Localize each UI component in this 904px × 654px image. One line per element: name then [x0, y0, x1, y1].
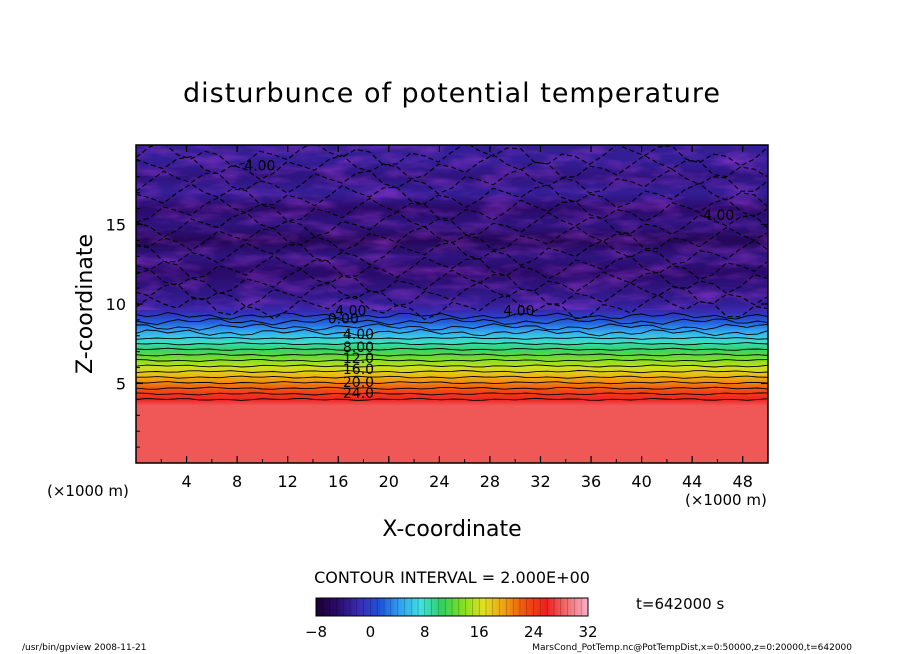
contour-line-negative — [136, 168, 768, 195]
x-axis: 4 8 12 16 20 24 28 32 36 40 44 48 — [160, 145, 753, 491]
y-tick-label: 5 — [116, 375, 126, 394]
contour-label: 24.0 — [343, 386, 374, 402]
x-axis-label: X-coordinate — [382, 517, 521, 542]
contour-line — [136, 328, 768, 337]
x-tick-label: 40 — [631, 472, 651, 491]
y-axis-label: Z-coordinate — [73, 234, 98, 374]
contour-line-negative — [136, 154, 768, 181]
y-tick-label: 15 — [106, 216, 126, 235]
x-unit-label-right: (×1000 m) — [685, 491, 767, 509]
contour-label: 4.00 — [244, 159, 275, 175]
contour-label: 20.0 — [343, 375, 374, 391]
colorbar-ticks: −8 0 8 16 24 32 — [305, 623, 598, 641]
contour-line — [136, 317, 768, 326]
colorbar-tick-label: 24 — [524, 623, 543, 641]
x-tick-label: 44 — [682, 472, 702, 491]
x-tick-label: 28 — [480, 472, 500, 491]
x-tick-label: 24 — [429, 472, 449, 491]
contour-line — [136, 364, 768, 368]
x-tick-label: 32 — [530, 472, 550, 491]
x-tick-label: 20 — [379, 472, 399, 491]
chart-title: disturbunce of potential temperature — [183, 78, 721, 109]
footer-right: MarsCond_PotTemp.nc@PotTempDist,x=0:5000… — [532, 643, 852, 653]
contour-lines — [136, 145, 768, 401]
contour-line — [136, 336, 768, 340]
x-tick-label: 4 — [181, 472, 191, 491]
x-tick-label: 16 — [328, 472, 348, 491]
contour-line — [136, 370, 768, 374]
time-label: t=642000 s — [636, 595, 724, 613]
contour-line-negative — [136, 294, 768, 321]
x-tick-label: 12 — [278, 472, 298, 491]
colorbar-tick-label: 0 — [366, 623, 376, 641]
contour-line-negative — [136, 268, 768, 295]
x-tick-label: 48 — [733, 472, 753, 491]
contour-label: 0.00 — [328, 311, 359, 327]
contour-line — [136, 392, 768, 396]
contour-label: 4.00 — [703, 208, 734, 224]
contour-line — [136, 397, 768, 401]
contour-line-negative — [136, 239, 768, 266]
contour-line-negative — [136, 255, 768, 281]
plot-area — [136, 145, 768, 463]
contour-line — [136, 347, 768, 351]
contour-label: 4.00 — [335, 303, 366, 319]
contour-line — [136, 381, 768, 385]
contour-line-negative — [136, 281, 768, 308]
colorbar-tick-label: −8 — [305, 623, 327, 641]
contour-line-negative — [136, 182, 768, 209]
contour-label: 4.00 — [503, 303, 534, 319]
contour-label: 4.00 — [343, 327, 374, 343]
contour-line-negative — [136, 225, 768, 252]
x-tick-label: 36 — [581, 472, 601, 491]
colorbar-tick-label: 8 — [420, 623, 430, 641]
contour-line — [136, 375, 768, 379]
footer-left: /usr/bin/gpview 2008-11-21 — [22, 643, 146, 653]
y-axis: 5 10 15 — [106, 160, 768, 448]
contour-line — [136, 386, 768, 390]
contour-line — [136, 323, 768, 331]
contour-label: 8.00 — [343, 340, 374, 356]
colorbar-tick-label: 16 — [470, 623, 489, 641]
colorbar-tick-label: 32 — [578, 623, 597, 641]
contour-line — [136, 342, 768, 346]
contour-line — [136, 312, 768, 320]
contour-interval-label: CONTOUR INTERVAL = 2.000E+00 — [314, 568, 590, 587]
colorbar: −8 0 8 16 24 32 — [305, 597, 598, 641]
contour-line-negative — [136, 145, 768, 168]
contour-line — [136, 353, 768, 357]
x-unit-label-left: (×1000 m) — [47, 482, 129, 500]
contour-line-negative — [136, 211, 768, 238]
contour-label: 12.0 — [343, 351, 374, 367]
y-tick-label: 10 — [106, 295, 126, 314]
contour-labels: 4.000.004.008.0012.016.020.024.04.004.00… — [244, 159, 734, 402]
contour-label: 16.0 — [343, 362, 374, 378]
x-tick-label: 8 — [232, 472, 242, 491]
contour-line-negative — [136, 197, 768, 223]
contour-line — [136, 358, 768, 363]
colorbar-stripes — [322, 598, 582, 616]
